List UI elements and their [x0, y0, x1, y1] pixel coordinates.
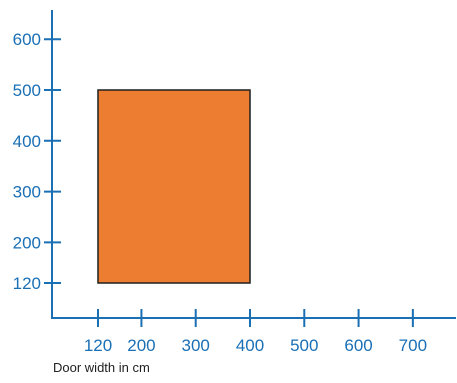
x-tick-label-400: 400	[236, 336, 264, 355]
x-tick-label-300: 300	[182, 336, 210, 355]
x-tick-label-700: 700	[399, 336, 427, 355]
y-tick-label-120: 120	[13, 274, 41, 293]
region-rect-0	[97, 89, 251, 284]
y-tick-label-500: 500	[13, 81, 41, 100]
x-tick-label-120: 120	[84, 336, 112, 355]
x-axis-label: Door width in cm	[53, 360, 150, 375]
y-tick-label-300: 300	[13, 183, 41, 202]
regions-layer	[97, 89, 251, 284]
y-tick-label-600: 600	[13, 30, 41, 49]
y-ticks-layer: 120 200 300 400 500 600	[13, 30, 61, 293]
x-tick-label-500: 500	[290, 336, 318, 355]
x-ticks-layer: 120 200 300 400 500 600 700	[84, 309, 427, 355]
x-tick-label-200: 200	[127, 336, 155, 355]
y-tick-label-200: 200	[13, 233, 41, 252]
y-tick-label-400: 400	[13, 132, 41, 151]
x-tick-label-600: 600	[344, 336, 372, 355]
